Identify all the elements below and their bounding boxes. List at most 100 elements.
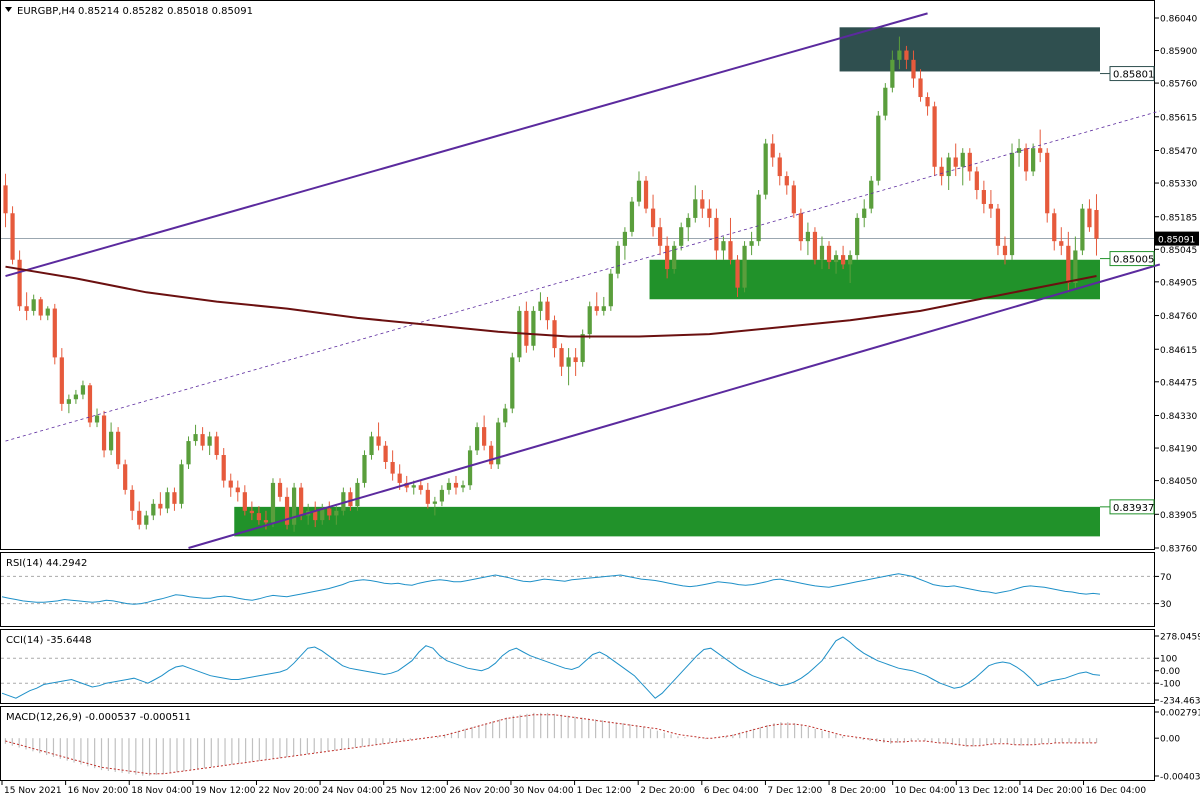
candle-body <box>1080 208 1085 251</box>
candle-body <box>531 310 536 346</box>
price-tick-label: 0.83760 <box>1160 545 1197 555</box>
time-tick-label: 18 Nov 04:00 <box>131 786 192 796</box>
candle-body <box>855 217 860 256</box>
candle-body <box>974 171 979 191</box>
candle-body <box>383 445 388 462</box>
candle-body <box>496 422 501 465</box>
time-axis: 15 Nov 2021 16 Nov 20:00 18 Nov 04:00 19 No… <box>1 780 1147 796</box>
candle-body <box>24 306 29 311</box>
macd-tick-label: 0.00 <box>1160 735 1180 745</box>
candle-body <box>439 489 445 502</box>
candle-body <box>348 492 353 507</box>
price-tick-label: 0.85760 <box>1160 80 1197 90</box>
candle-body <box>299 487 304 516</box>
macd-tick-label: 0.002791 <box>1160 709 1200 719</box>
candle-body <box>193 434 198 442</box>
candle-body <box>425 489 430 504</box>
candle-body <box>284 496 290 525</box>
candle-body <box>59 357 64 404</box>
candle-body <box>629 201 635 232</box>
candle-body <box>80 385 86 395</box>
candle-body <box>1066 245 1071 283</box>
price-tick-label: 0.84760 <box>1160 312 1197 322</box>
candle-body <box>953 157 958 167</box>
candle-body <box>524 310 529 346</box>
candle-body <box>749 241 754 246</box>
cci-line <box>1 636 1101 699</box>
candle-body <box>376 436 381 446</box>
candle-body <box>700 199 705 209</box>
lines-layer <box>5 12 1161 549</box>
price-label-box <box>1109 251 1155 267</box>
candle-body <box>862 208 867 218</box>
candle-body <box>130 489 135 511</box>
cci-tick-label: 0.00 <box>1160 667 1180 677</box>
candle-body <box>327 508 332 516</box>
dropdown-triangle-icon[interactable] <box>5 7 12 12</box>
price-label-text: 0.85005 <box>1113 255 1154 266</box>
candle-body <box>108 431 114 451</box>
candle-body <box>904 50 909 60</box>
price-tick-label: 0.85470 <box>1160 147 1197 157</box>
candle-body <box>594 306 599 311</box>
candle-body <box>608 273 613 307</box>
candle-body <box>221 455 226 481</box>
channel-mid-line <box>5 110 1160 442</box>
rsi-tick-label: 70 <box>1160 573 1172 583</box>
candle-body <box>1002 245 1008 256</box>
time-tick-label: 24 Nov 04:00 <box>322 786 383 796</box>
candle-body <box>200 434 205 446</box>
candle-body <box>1023 148 1029 172</box>
candle-body <box>1016 148 1022 153</box>
candle-body <box>995 208 1001 246</box>
candle-body <box>918 78 923 98</box>
candle-body <box>819 245 825 260</box>
time-tick-label: 13 Dec 12:00 <box>958 786 1019 796</box>
candle-body <box>362 455 367 483</box>
candle-body <box>742 245 747 288</box>
candle-body <box>158 503 163 509</box>
cci-panel-frame <box>0 629 1155 704</box>
candle-body <box>833 255 839 263</box>
candle-body <box>474 427 480 451</box>
candle-body <box>636 180 642 202</box>
candle-body <box>207 436 212 446</box>
candle-body <box>277 482 283 497</box>
cci-tick-label: -234.4638 <box>1160 697 1200 707</box>
candle-body <box>165 492 170 509</box>
candle-body <box>798 213 803 242</box>
candle-body <box>144 515 149 525</box>
current-price-box <box>1155 231 1199 246</box>
candle-body <box>777 157 782 177</box>
candle-body <box>672 245 677 270</box>
candle-body <box>728 241 733 260</box>
candle-body <box>467 450 473 486</box>
candle-body <box>946 157 951 177</box>
candle-body <box>397 473 402 483</box>
candle-body <box>1052 213 1057 242</box>
candle-body <box>1038 148 1043 153</box>
macd-panel-frame <box>0 706 1155 781</box>
rsi-layer: 70 30 <box>1 573 1172 610</box>
candle-body <box>453 482 459 488</box>
candle-body <box>707 208 712 218</box>
candle-body <box>503 408 508 423</box>
time-tick-label: 22 Nov 20:00 <box>258 786 319 796</box>
candle-body <box>650 208 656 228</box>
candle-body <box>270 482 276 523</box>
candle-body <box>242 492 247 511</box>
price-tick-label: 0.85185 <box>1160 213 1197 223</box>
price-label-text: 0.83937 <box>1113 503 1154 514</box>
candle-body <box>679 227 684 246</box>
candle-body <box>390 461 395 474</box>
chart-ohlc: 0.85214 0.85282 0.85018 0.85091 <box>78 6 253 17</box>
zone-rect <box>649 259 1100 300</box>
channel-lower-line <box>188 263 1161 549</box>
candle-body <box>510 357 515 409</box>
candle-body <box>186 441 191 465</box>
price-tick-label: 0.85330 <box>1160 180 1197 190</box>
time-tick-label: 16 Dec 04:00 <box>1086 786 1147 796</box>
price-tick-label: 0.85900 <box>1160 47 1197 57</box>
